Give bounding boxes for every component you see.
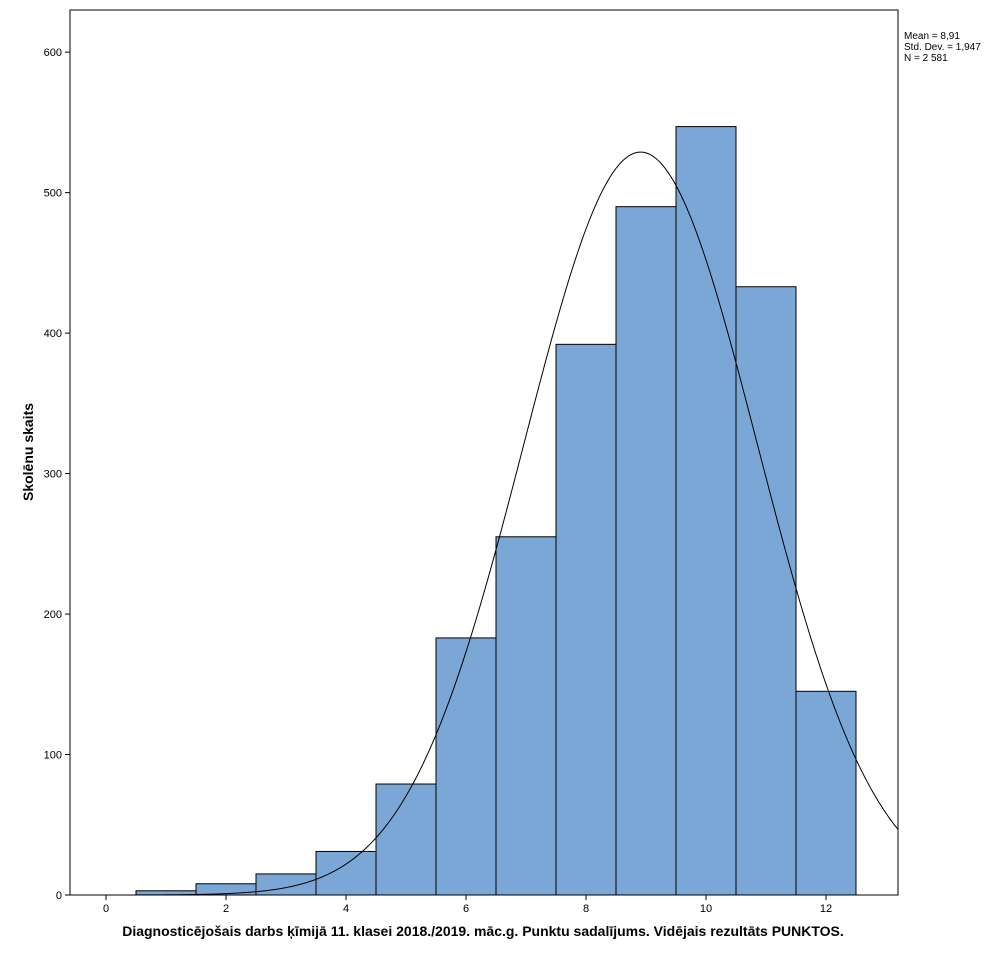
y-tick-label: 200 bbox=[44, 609, 62, 621]
histogram-bar bbox=[255, 873, 317, 896]
histogram-bar bbox=[495, 536, 557, 896]
stats-line: Mean = 8,91 bbox=[904, 31, 960, 42]
x-tick-label: 6 bbox=[463, 903, 469, 915]
normal-curve bbox=[69, 151, 899, 896]
y-tick-label: 500 bbox=[44, 188, 62, 200]
stats-line: N = 2 581 bbox=[904, 53, 948, 64]
x-tick-label: 2 bbox=[223, 903, 229, 915]
y-tick-label: 0 bbox=[56, 890, 62, 902]
x-axis-label: Diagnosticējošais darbs ķīmijā 11. klase… bbox=[122, 923, 844, 939]
y-tick-label: 600 bbox=[44, 47, 62, 59]
plot-frame bbox=[69, 9, 899, 896]
histogram-bar bbox=[435, 637, 497, 896]
histogram-bar bbox=[315, 850, 377, 896]
histogram-bar bbox=[555, 343, 617, 896]
histogram-bar bbox=[675, 126, 737, 896]
x-axis: 0 2 4 6 8 10 12 bbox=[103, 895, 832, 915]
histogram-bar bbox=[735, 286, 797, 896]
stats-line: Std. Dev. = 1,947 bbox=[904, 42, 981, 53]
x-tick-label: 8 bbox=[583, 903, 589, 915]
histogram-bar bbox=[795, 690, 857, 896]
histogram-bar bbox=[615, 206, 677, 896]
x-tick-label: 0 bbox=[103, 903, 109, 915]
y-tick-label: 100 bbox=[44, 750, 62, 762]
histogram-bars bbox=[135, 126, 857, 896]
x-tick-label: 12 bbox=[820, 903, 832, 915]
y-tick-label: 300 bbox=[44, 469, 62, 481]
x-tick-label: 10 bbox=[700, 903, 712, 915]
histogram-bar bbox=[375, 783, 437, 896]
y-axis: 0 100 200 300 400 500 600 bbox=[44, 47, 70, 902]
x-tick-label: 4 bbox=[343, 903, 349, 915]
y-tick-label: 400 bbox=[44, 328, 62, 340]
y-axis-label: Skolēnu skaits bbox=[20, 403, 36, 501]
